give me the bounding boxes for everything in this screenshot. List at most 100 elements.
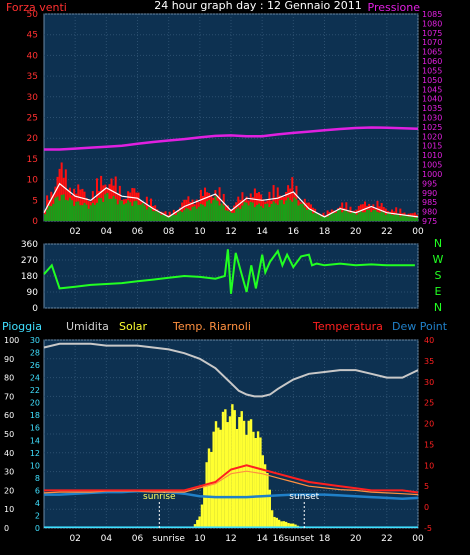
average-wind-bar [46, 209, 49, 221]
average-wind-bar [376, 211, 379, 221]
average-wind-bar [266, 203, 269, 221]
average-wind-bar [245, 202, 248, 221]
average-wind-bar [316, 213, 319, 221]
average-wind-bar [403, 215, 406, 221]
wind-panel-grid [44, 13, 419, 222]
average-wind-bar [106, 192, 109, 221]
average-wind-bar [382, 212, 385, 221]
average-wind-bar [193, 206, 196, 221]
y2-tick-label: 1055 [422, 66, 442, 75]
average-wind-bar [152, 211, 155, 221]
y2-tick-label: 1015 [422, 142, 442, 151]
average-wind-bar [64, 199, 67, 221]
solar-bar [291, 523, 295, 528]
average-wind-bar [364, 212, 367, 221]
average-wind-bar [48, 205, 51, 221]
x-tick-label: 20 [350, 227, 362, 237]
average-wind-bar [374, 209, 377, 221]
average-wind-bar [361, 212, 364, 221]
average-wind-bar [179, 211, 182, 221]
average-wind-bar [218, 205, 221, 221]
average-wind-bar [201, 204, 204, 221]
average-wind-bar [89, 205, 92, 221]
average-wind-bar [174, 215, 177, 221]
y-inner-tick-label: 24 [30, 374, 40, 383]
average-wind-bar [397, 214, 400, 221]
average-wind-bar [66, 200, 69, 221]
average-wind-bar [214, 196, 217, 221]
average-wind-bar [312, 213, 315, 221]
solar-bar [212, 431, 215, 528]
solar-bar [266, 472, 269, 528]
solar-bar [200, 504, 204, 528]
y-tick-label: 20 [27, 134, 39, 144]
average-wind-bar [322, 216, 325, 221]
x-tick-label: 16 [288, 227, 300, 237]
y2-tick-label: 1000 [422, 170, 442, 179]
average-wind-bar [212, 200, 215, 221]
y-tick-label: 70 [4, 392, 14, 401]
average-wind-bar [166, 217, 169, 221]
solar-bar [207, 448, 211, 528]
y-inner-tick-label: 10 [30, 461, 40, 470]
average-wind-bar [282, 204, 285, 221]
compass-s: S [435, 269, 442, 282]
average-wind-bar [147, 207, 150, 221]
dewpoint-line [44, 489, 419, 501]
average-wind-bar [241, 205, 244, 221]
solar-bar [242, 420, 246, 528]
average-wind-bar [388, 213, 391, 221]
y2-tick-label: 975 [422, 217, 437, 226]
solar-bar [247, 420, 250, 528]
chart-title: 24 hour graph day : 12 Gennaio 2011 [154, 0, 362, 12]
y-tick-label: 100 [4, 336, 19, 345]
average-wind-bar [368, 209, 371, 221]
y-inner-tick-label: 20 [30, 399, 40, 408]
gust-bar [131, 188, 134, 221]
average-wind-bar [305, 209, 308, 221]
average-wind-bar [183, 210, 186, 221]
x-tick-label: 04 [101, 227, 113, 237]
average-wind-bar [141, 203, 144, 221]
x-tick-label: 06 [132, 227, 144, 237]
average-wind-bar [345, 210, 348, 221]
average-wind-bar [395, 214, 398, 221]
average-wind-bar [251, 202, 254, 221]
wind-direction-line [43, 248, 415, 294]
y2-tick-label: 980 [422, 208, 437, 217]
average-wind-bar [366, 209, 369, 221]
average-wind-bar [260, 206, 263, 221]
y-tick-label: 360 [21, 240, 38, 250]
x-tick-label: 20 [350, 534, 362, 544]
y2-tick-label: 20 [424, 420, 434, 429]
x-tick-label: 00 [412, 227, 424, 237]
y-tick-label: 270 [21, 256, 38, 266]
average-wind-bar [172, 214, 175, 221]
average-wind-bar [133, 201, 136, 221]
average-wind-bar [258, 203, 261, 221]
x-tick-label: 14 [256, 534, 268, 544]
y2-tick-label: 15 [424, 440, 434, 449]
y-tick-label: 20 [4, 486, 14, 495]
average-wind-bar [413, 217, 416, 221]
solar-bar [240, 411, 243, 528]
y2-tick-label: 1045 [422, 85, 442, 94]
x-tick-label: 18 [319, 534, 331, 544]
average-wind-bar [255, 205, 258, 221]
average-wind-bar [170, 215, 173, 221]
gust-bar [73, 188, 76, 221]
average-wind-bar [204, 206, 207, 221]
x-tick-label: 02 [69, 227, 80, 237]
average-wind-bar [56, 196, 59, 221]
gust-bar [145, 196, 148, 221]
average-wind-bar [68, 197, 71, 221]
gust-bar [276, 187, 279, 221]
average-wind-bar [162, 214, 165, 221]
average-wind-bar [77, 201, 80, 221]
average-wind-series [44, 192, 418, 221]
average-wind-bar [73, 205, 76, 221]
legend: Pioggia Umidita Solar Temp. Riarnoli Tem… [2, 320, 448, 333]
y-tick-label: 45 [27, 31, 38, 41]
solar-bar [228, 416, 232, 528]
average-wind-bar [220, 203, 223, 221]
